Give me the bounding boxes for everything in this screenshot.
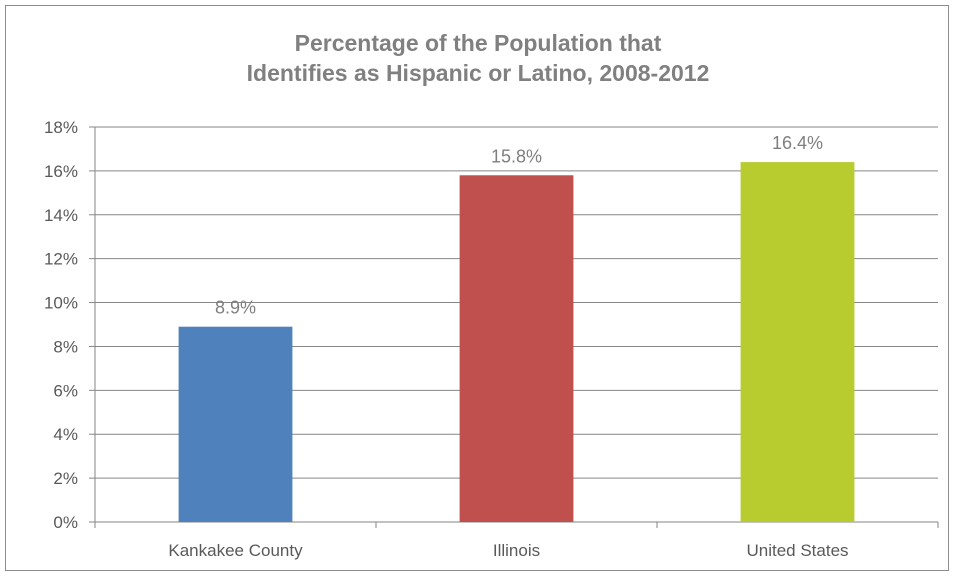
chart-title: Percentage of the Population that Identi…: [0, 28, 956, 88]
chart-title-line-1: Percentage of the Population that: [294, 30, 662, 56]
y-tick-label-2: 4%: [53, 425, 78, 444]
data-label-1: 15.8%: [491, 146, 542, 166]
y-tick-label-0: 0%: [53, 513, 78, 532]
chart-title-line-2: Identifies as Hispanic or Latino, 2008-2…: [246, 60, 710, 86]
y-tick-label-6: 12%: [44, 250, 78, 269]
category-label-2: United States: [746, 541, 848, 560]
bar-2: [740, 162, 855, 522]
y-tick-label-9: 18%: [44, 118, 78, 137]
y-tick-label-7: 14%: [44, 206, 78, 225]
y-tick-label-1: 2%: [53, 469, 78, 488]
y-tick-label-3: 6%: [53, 381, 78, 400]
y-tick-label-8: 16%: [44, 162, 78, 181]
y-tick-label-4: 8%: [53, 337, 78, 356]
category-label-0: Kankakee County: [168, 541, 303, 560]
category-label-1: Illinois: [493, 541, 540, 560]
y-tick-label-5: 10%: [44, 294, 78, 313]
data-label-2: 16.4%: [772, 133, 823, 153]
bar-1: [459, 175, 574, 522]
data-label-0: 8.9%: [215, 298, 256, 318]
bar-0: [178, 326, 293, 522]
